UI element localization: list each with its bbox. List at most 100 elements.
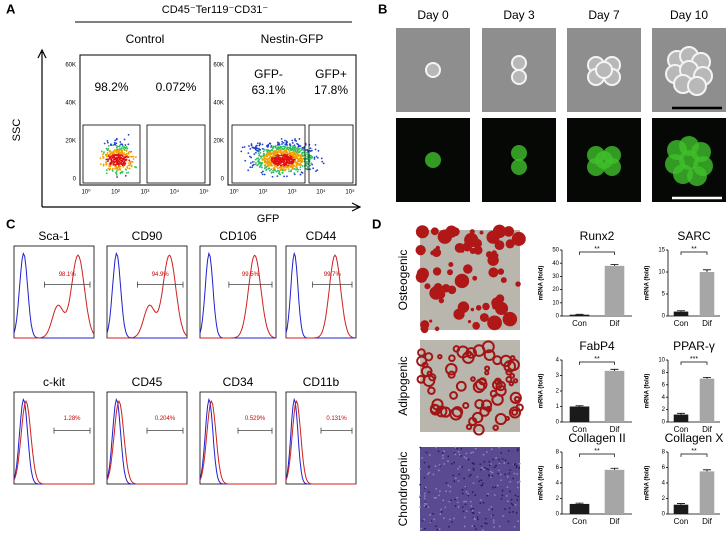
event-dot (268, 167, 271, 170)
stain-dot (423, 495, 426, 497)
stain-dot (516, 449, 519, 452)
event-dot (291, 148, 294, 151)
y-tick-label: 10 (658, 270, 665, 276)
event-dot (313, 156, 316, 159)
stain-dot (518, 480, 521, 483)
stain-dot (442, 454, 444, 457)
event-dot (313, 158, 316, 160)
stain-dot (428, 471, 431, 474)
stain-dot (516, 448, 519, 450)
event-dot (126, 166, 129, 168)
event-dot (259, 148, 262, 151)
stain-dot (451, 521, 453, 524)
stain-blob (462, 401, 470, 410)
chart-title: FabP4 (579, 339, 615, 353)
y-tick-label: 20 (552, 287, 559, 293)
histogram-curve (107, 254, 188, 339)
event-dot (285, 144, 287, 147)
stain-dot (438, 490, 441, 493)
stain-dot (487, 493, 489, 495)
day-label: Day 3 (503, 8, 535, 22)
event-dot (280, 159, 283, 162)
stain-blob (460, 248, 465, 253)
stain-dot (461, 506, 464, 509)
event-dot (261, 166, 263, 169)
event-dot (288, 170, 290, 173)
event-dot (253, 160, 255, 163)
event-dot (275, 151, 278, 153)
stain-dot (493, 526, 496, 528)
stain-dot (486, 467, 488, 470)
stain-dot (465, 452, 468, 455)
event-dot (285, 154, 287, 156)
event-dot (118, 168, 121, 170)
stain-blob (487, 315, 502, 331)
stain-dot (427, 506, 430, 508)
stain-dot (448, 518, 451, 521)
stain-blob (432, 247, 442, 258)
event-dot (106, 139, 109, 142)
stain-dot (423, 518, 426, 521)
event-dot (107, 147, 110, 150)
event-dot (300, 157, 303, 160)
event-dot (306, 151, 308, 154)
marker-name: c-kit (43, 375, 66, 389)
stain-blob (491, 393, 504, 406)
stain-dot (454, 446, 457, 449)
y-tick-label: 20K (213, 139, 224, 145)
event-dot (321, 160, 324, 163)
event-dot (123, 160, 126, 163)
event-dot (124, 147, 127, 150)
stain-blob (479, 313, 489, 322)
event-dot (121, 170, 124, 173)
event-dot (286, 144, 289, 147)
histogram-curve (13, 399, 94, 485)
event-dot (115, 167, 118, 170)
event-dot (262, 150, 265, 153)
day-label: Day 0 (417, 8, 449, 22)
event-dot (297, 160, 300, 163)
event-dot (285, 168, 287, 171)
event-dot (274, 146, 277, 149)
chart-title: Collagen II (568, 431, 625, 445)
event-dot (249, 162, 252, 164)
event-dot (106, 151, 109, 154)
stain-blob (491, 250, 497, 256)
gate-percent: 98.1% (59, 272, 77, 278)
stain-dot (449, 485, 452, 488)
event-dot (297, 148, 300, 151)
event-dot (322, 162, 325, 165)
event-dot (100, 150, 103, 153)
event-dot (276, 169, 279, 172)
event-dot (289, 160, 291, 163)
stain-dot (424, 486, 427, 489)
event-dot (258, 166, 261, 168)
event-dot (271, 155, 274, 157)
event-dot (283, 158, 286, 161)
significance-bracket (579, 453, 615, 457)
event-dot (311, 163, 314, 166)
event-dot (129, 161, 132, 164)
stain-dot (512, 477, 514, 480)
stain-blob (451, 406, 464, 418)
stain-dot (482, 468, 485, 471)
event-dot (317, 149, 320, 152)
event-dot (119, 159, 122, 162)
bar (604, 469, 625, 514)
stain-dot (504, 508, 506, 510)
stain-dot (441, 457, 444, 460)
y-tick-label: 0 (662, 314, 666, 320)
event-dot (114, 167, 116, 170)
stain-dot (423, 476, 426, 479)
event-dot (264, 163, 267, 166)
stain-dot (486, 451, 488, 454)
stain-blob (438, 297, 445, 304)
event-dot (113, 160, 115, 163)
plot-title: Control (126, 32, 165, 46)
event-dot (280, 137, 283, 140)
event-dot (270, 172, 273, 174)
stain-blob (505, 375, 513, 383)
event-dot (117, 153, 120, 155)
stain-blob (490, 316, 495, 321)
event-dot (274, 169, 277, 172)
